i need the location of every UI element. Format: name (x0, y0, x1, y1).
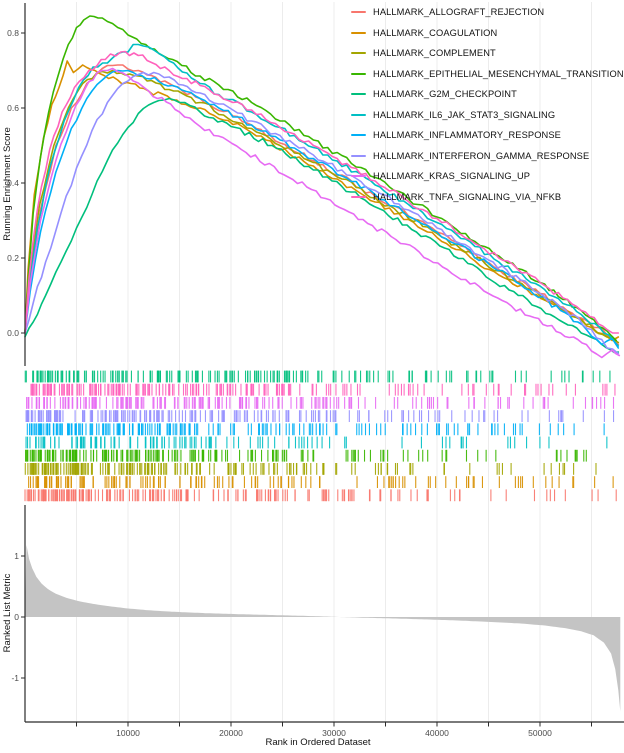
x-tick-label: 10000 (116, 728, 140, 738)
legend-item: HALLMARK_KRAS_SIGNALING_UP (351, 166, 624, 187)
ranked-list-metric-panel (25, 545, 621, 712)
legend-line-swatch-icon (351, 31, 366, 34)
es-tick-label: 0.8 (7, 28, 19, 38)
legend-item: HALLMARK_COMPLEMENT (351, 43, 624, 64)
es-curve (24, 60, 620, 342)
legend-item: HALLMARK_COAGULATION (351, 23, 624, 44)
es-curve (24, 71, 620, 355)
metric-tick-label: -1 (11, 673, 19, 683)
es-tick-label: 0.0 (7, 328, 19, 338)
legend-line-swatch-icon (351, 154, 366, 157)
legend-line-swatch-icon (351, 134, 366, 137)
rug-row (25, 436, 608, 449)
legend-label: HALLMARK_EPITHELIAL_MESENCHYMAL_TRANSITI… (373, 68, 624, 79)
legend-line-swatch-icon (351, 113, 366, 116)
legend-item: HALLMARK_ALLOGRAFT_REJECTION (351, 2, 624, 23)
legend-label: HALLMARK_COMPLEMENT (373, 48, 496, 59)
legend-label: HALLMARK_IL6_JAK_STAT3_SIGNALING (373, 109, 556, 120)
es-curve (24, 15, 617, 342)
legend-item: HALLMARK_TNFA_SIGNALING_VIA_NFKB (351, 187, 624, 208)
metric-tick-label: 0 (14, 612, 19, 622)
gridlines (76, 2, 592, 722)
x-axis-title: Rank in Ordered Dataset (265, 737, 370, 748)
legend-line-swatch-icon (351, 72, 366, 75)
x-tick-label: 30000 (322, 728, 346, 738)
es-tick-label: 0.4 (7, 178, 19, 188)
legend-label: HALLMARK_ALLOGRAFT_REJECTION (373, 7, 545, 18)
rug-row (28, 476, 614, 488)
rug-row (26, 397, 615, 409)
legend-line-swatch-icon (351, 52, 366, 55)
legend-item: HALLMARK_INFLAMMATORY_RESPONSE (351, 125, 624, 146)
legend-item: HALLMARK_G2M_CHECKPOINT (351, 84, 624, 105)
legend-label: HALLMARK_TNFA_SIGNALING_VIA_NFKB (373, 191, 562, 202)
es-curve (24, 67, 621, 359)
rug-row (24, 370, 611, 383)
legend-item: HALLMARK_EPITHELIAL_MESENCHYMAL_TRANSITI… (351, 64, 624, 85)
legend-label: HALLMARK_INTERFERON_GAMMA_RESPONSE (373, 150, 590, 161)
rug-row (25, 449, 587, 462)
legend-label: HALLMARK_COAGULATION (373, 27, 498, 38)
rug-row (24, 463, 597, 475)
legend-line-swatch-icon (351, 11, 366, 14)
es-tick-label: 0.6 (7, 103, 19, 113)
axes: 0.0 0.2 0.4 0.6 0.8 -1 0 1 10000 20000 30000 40000 5… (7, 3, 624, 738)
ranked-metric-area (25, 545, 621, 712)
es-curve (24, 50, 620, 334)
legend-item: HALLMARK_IL6_JAK_STAT3_SIGNALING (351, 105, 624, 126)
legend-line-swatch-icon (351, 175, 366, 178)
legend-line-swatch-icon (351, 93, 366, 96)
es-curve (24, 69, 620, 349)
x-tick-label: 20000 (219, 728, 243, 738)
rug-row (26, 423, 605, 436)
x-tick-label: 40000 (425, 728, 449, 738)
x-tick-label: 50000 (528, 728, 552, 738)
legend-label: HALLMARK_G2M_CHECKPOINT (373, 89, 517, 100)
es-tick-label: 0.2 (7, 253, 19, 263)
rug-row (24, 489, 617, 502)
running-enrichment-score-panel (24, 15, 621, 359)
legend: HALLMARK_ALLOGRAFT_REJECTION HALLMARK_COA… (351, 2, 624, 207)
legend-label: HALLMARK_INFLAMMATORY_RESPONSE (373, 130, 561, 141)
es-curve (24, 97, 620, 354)
metric-tick-label: 1 (14, 551, 19, 561)
rug-row (30, 383, 616, 396)
gene-rug-panel (24, 370, 617, 502)
legend-line-swatch-icon (351, 195, 366, 198)
metric-axis-title: Ranked List Metric (2, 573, 13, 652)
legend-item: HALLMARK_INTERFERON_GAMMA_RESPONSE (351, 146, 624, 167)
legend-label: HALLMARK_KRAS_SIGNALING_UP (373, 171, 531, 182)
es-axis-title: Running Enrichment Score (2, 127, 13, 241)
rug-row (25, 410, 615, 422)
